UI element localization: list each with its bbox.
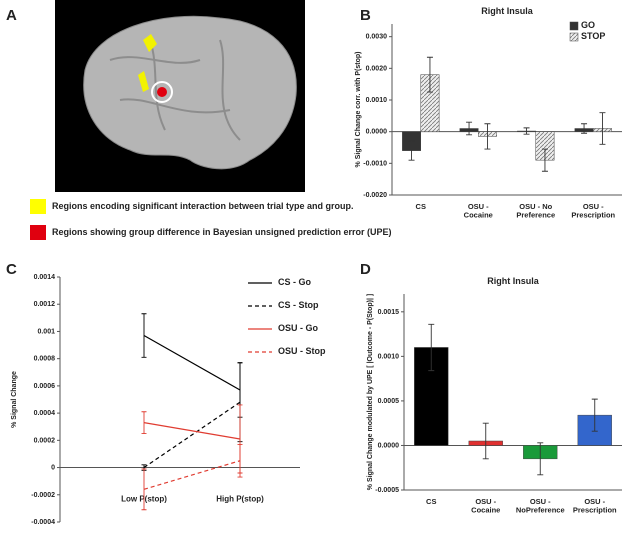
y-tick-label: 0.001	[37, 328, 55, 335]
legend-text: CS - Go	[278, 277, 312, 287]
bar	[414, 347, 449, 446]
legend-swatch	[30, 199, 46, 214]
error-bar	[599, 112, 606, 145]
legend-swatch	[569, 32, 579, 42]
y-tick-label: 0.0010	[366, 97, 388, 104]
y-axis-label: % Signal Change	[11, 371, 18, 428]
legend-text: STOP	[581, 31, 605, 41]
legend-text: GO	[581, 20, 595, 30]
error-bar	[141, 468, 147, 511]
line	[143, 460, 241, 490]
x-tick-label: CS	[416, 202, 426, 211]
error-bar	[591, 398, 598, 432]
y-tick-label: -0.0002	[31, 492, 55, 499]
error-bar	[426, 56, 433, 93]
legend-text: CS - Stop	[278, 300, 319, 310]
y-tick-label: 0.0000	[378, 442, 400, 449]
error-bar	[537, 442, 544, 476]
y-tick-label: 0.0012	[34, 301, 56, 308]
x-tick-label: OSU -Prescription	[571, 202, 615, 220]
y-tick-label: 0.0030	[366, 34, 388, 41]
line	[143, 335, 241, 391]
y-tick-label: 0.0010	[378, 353, 400, 360]
y-tick-label: -0.0020	[363, 192, 387, 199]
error-bar	[523, 127, 530, 135]
legend-text: OSU - Stop	[278, 346, 326, 356]
x-tick-label: OSU -Prescription	[573, 497, 617, 515]
error-bar	[484, 123, 491, 150]
x-tick-label: OSU -Cocaine	[471, 497, 500, 515]
panel-label: C	[6, 261, 17, 278]
y-tick-label: 0.0015	[378, 309, 400, 316]
y-tick-label: 0.0014	[34, 274, 56, 281]
y-tick-label: 0.0000	[366, 129, 388, 136]
legend-swatch	[569, 21, 579, 31]
legend-text: Regions encoding significant interaction…	[52, 201, 354, 211]
y-tick-label: -0.0004	[31, 519, 55, 526]
panel-label: A	[6, 7, 17, 24]
line	[143, 401, 241, 469]
y-axis-label: % Signal Change modulated by UPE [ |Outc…	[367, 294, 374, 490]
y-tick-label: 0.0004	[34, 410, 56, 417]
chart-title: Right Insula	[487, 276, 539, 286]
error-bar	[541, 148, 548, 172]
y-tick-label: 0.0020	[366, 65, 388, 72]
panel-label: B	[360, 7, 371, 24]
y-tick-label: 0.0008	[34, 356, 56, 363]
error-bar	[141, 411, 147, 434]
panel-label: D	[360, 261, 371, 278]
y-tick-label: 0.0005	[378, 398, 400, 405]
line	[143, 422, 241, 440]
x-tick-label: OSU - No Preference	[516, 202, 555, 220]
x-tick-label: CS	[426, 497, 436, 506]
x-tick-label: OSU -NoPreference	[516, 497, 565, 515]
y-axis-label: % Signal Change corr. with P(stop)	[355, 52, 362, 168]
error-bar	[482, 422, 489, 460]
error-bar	[428, 323, 435, 372]
x-tick-label: High P(stop)	[216, 495, 264, 504]
x-tick-label: OSU -Cocaine	[464, 202, 493, 220]
error-bar	[408, 140, 415, 161]
y-tick-label: 0.0006	[34, 383, 56, 390]
error-bar	[237, 443, 243, 478]
legend-swatch	[30, 225, 46, 240]
chart-title: Right Insula	[481, 6, 533, 16]
y-tick-label: 0.0002	[34, 437, 56, 444]
error-bar	[141, 313, 147, 358]
y-tick-label: -0.0010	[363, 160, 387, 167]
error-bar	[581, 123, 588, 134]
y-tick-label: 0	[51, 464, 55, 471]
legend-text: OSU - Go	[278, 323, 319, 333]
legend-text: Regions showing group difference in Baye…	[52, 227, 392, 237]
error-bar	[466, 121, 473, 136]
y-tick-label: -0.0005	[375, 487, 399, 494]
brain-image	[55, 0, 305, 192]
